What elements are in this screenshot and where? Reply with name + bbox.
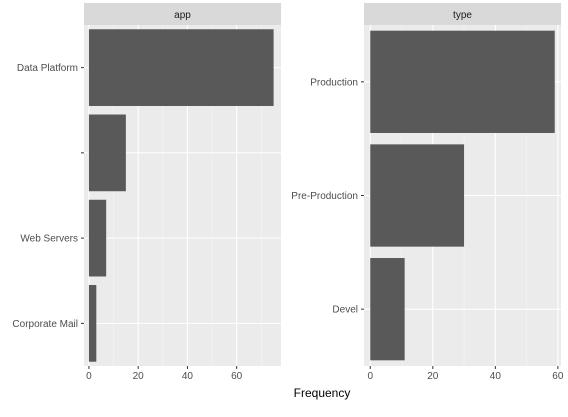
facet-strip-label-1: type [453, 10, 472, 21]
bar-1-0 [370, 30, 555, 133]
x-tick-label-0-3: 60 [231, 371, 243, 382]
bar-1-2 [370, 258, 405, 361]
y-tick-label-1-2: Devel [332, 305, 358, 316]
x-tick-label-1-3: 60 [552, 371, 564, 382]
x-tick-label-0-2: 40 [182, 371, 194, 382]
bar-0-2 [88, 199, 107, 277]
bar-0-0 [88, 29, 274, 106]
y-tick-label-1-1: Pre-Production [291, 191, 358, 202]
x-tick-label-1-0: 0 [367, 371, 373, 382]
bar-1-1 [370, 144, 465, 247]
y-tick-label-0-2: Web Servers [20, 234, 78, 245]
bar-0-1 [88, 114, 126, 192]
facet-strip-0 [84, 3, 281, 25]
x-axis-title: Frequency [294, 386, 351, 400]
x-tick-label-0-1: 20 [133, 371, 145, 382]
y-tick-label-0-3: Corporate Mail [12, 319, 78, 330]
x-tick-label-0-0: 0 [86, 371, 92, 382]
x-tick-label-1-2: 40 [490, 371, 502, 382]
x-tick-label-1-1: 20 [427, 371, 439, 382]
facet-strip-1 [364, 3, 561, 25]
y-tick-label-0-0: Data Platform [17, 63, 78, 74]
y-tick-label-1-0: Production [310, 77, 358, 88]
facet-strip-label-0: app [174, 10, 191, 21]
bar-0-3 [88, 285, 97, 362]
